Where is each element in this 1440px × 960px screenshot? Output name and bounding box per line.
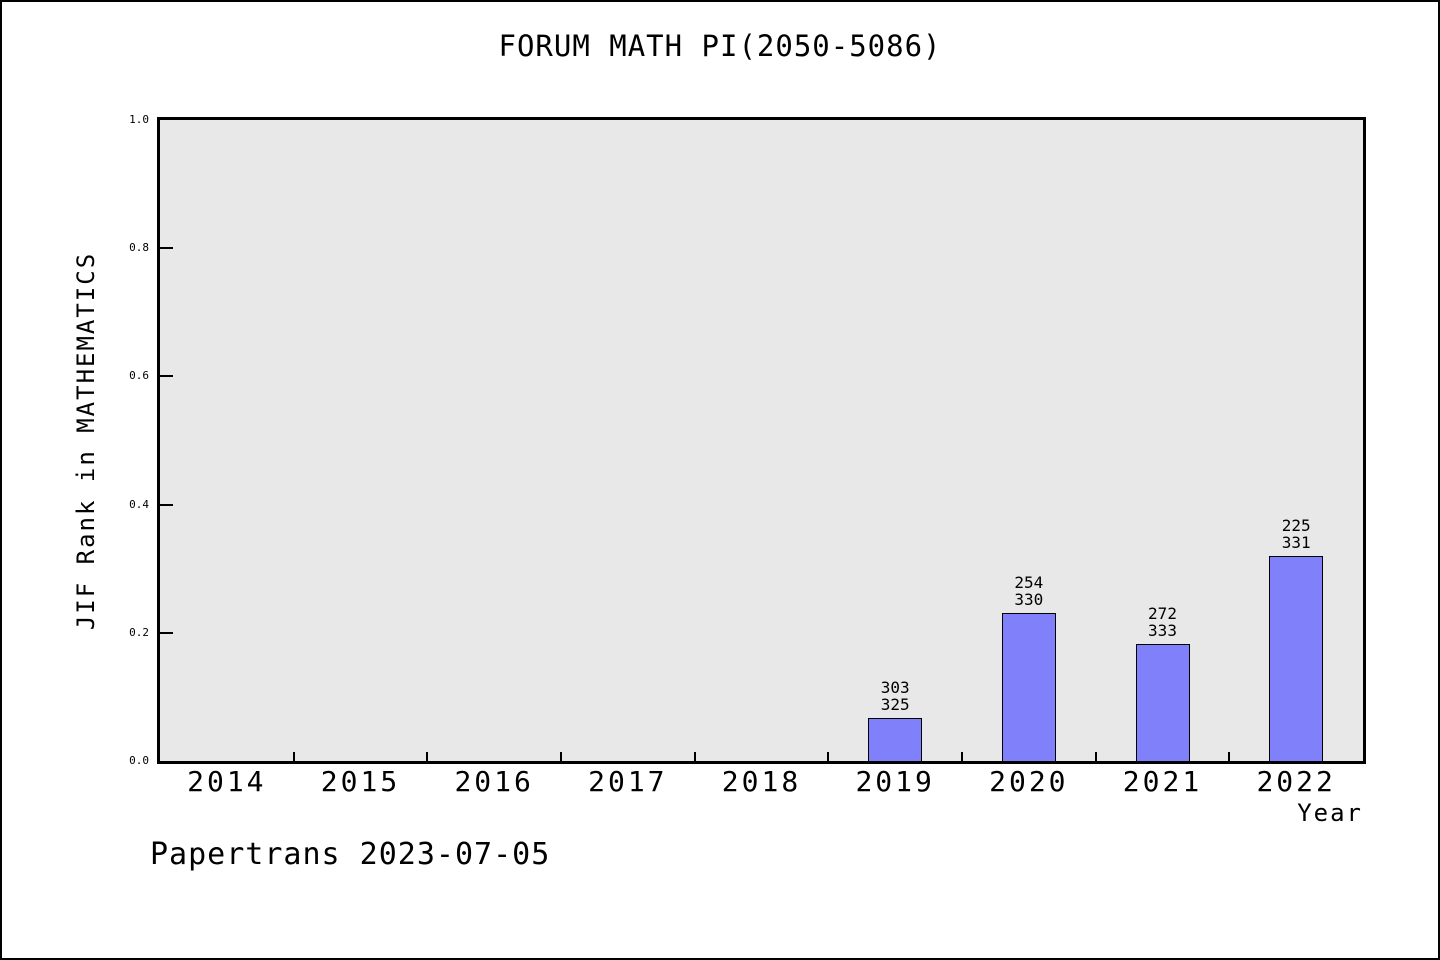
- y-axis-tick: [160, 247, 173, 250]
- y-tick-label-0.0: 0.0: [129, 754, 149, 767]
- x-tick-label-2020: 2020: [989, 765, 1069, 798]
- bar-total-2021: 333: [1148, 621, 1177, 640]
- y-axis-tick: [160, 631, 173, 634]
- plot-inner: 303 325 254 330 272 333 225 331: [160, 120, 1363, 761]
- y-tick-label-0.4: 0.4: [129, 497, 149, 511]
- x-axis-tick: [827, 752, 830, 761]
- y-tick-label-1.0: 1.0: [129, 113, 149, 126]
- x-tick-label-2014: 2014: [187, 765, 267, 798]
- bar-rank-2020: 254: [1014, 573, 1044, 592]
- y-axis-title: JIF Rank in MATHEMATICS: [72, 251, 100, 631]
- bar-rank-2021: 272: [1148, 604, 1177, 623]
- y-axis-tick: [160, 503, 173, 506]
- bar-total-2020: 330: [1014, 590, 1044, 609]
- bar-2020: [1001, 613, 1056, 761]
- bar-rank-2022: 225: [1281, 516, 1311, 535]
- x-tick-label-2017: 2017: [588, 765, 668, 798]
- x-axis-title: Year: [1297, 799, 1363, 827]
- y-axis-tick: [160, 375, 173, 378]
- x-axis-tick: [426, 752, 429, 761]
- bar-total-2022: 331: [1281, 533, 1311, 552]
- x-tick-label-2019: 2019: [855, 765, 935, 798]
- y-tick-label-0.8: 0.8: [129, 241, 149, 255]
- bar-value-label-2022: 225 331: [1236, 517, 1356, 551]
- footer-note: Papertrans 2023-07-05: [150, 837, 551, 872]
- x-tick-label-2018: 2018: [721, 765, 802, 798]
- x-tick-label-2015: 2015: [320, 765, 401, 798]
- bar-2019: [868, 718, 923, 761]
- bar-2022: [1269, 556, 1324, 761]
- x-axis-tick: [961, 752, 963, 761]
- x-axis-tick: [292, 752, 295, 761]
- x-tick-label-2021: 2021: [1122, 765, 1203, 798]
- x-axis-tick: [1228, 752, 1231, 761]
- y-tick-label-0.2: 0.2: [129, 625, 149, 639]
- chart-title: FORUM MATH PI(2050-5086): [498, 29, 942, 63]
- x-tick-label-2022: 2022: [1256, 765, 1336, 798]
- bar-rank-2019: 303: [880, 678, 910, 697]
- x-axis-tick: [693, 752, 696, 761]
- bar-2021: [1135, 644, 1190, 761]
- plot-area: 303 325 254 330 272 333 225 331: [157, 117, 1366, 764]
- bar-value-label-2019: 303 325: [835, 679, 955, 713]
- bar-total-2019: 325: [880, 695, 910, 714]
- x-tick-label-2016: 2016: [454, 765, 534, 798]
- bar-value-label-2020: 254 330: [969, 574, 1089, 608]
- bar-value-label-2021: 272 333: [1103, 605, 1223, 639]
- x-axis-tick: [1094, 752, 1097, 761]
- y-tick-label-0.6: 0.6: [129, 369, 149, 383]
- x-axis-tick: [560, 752, 562, 761]
